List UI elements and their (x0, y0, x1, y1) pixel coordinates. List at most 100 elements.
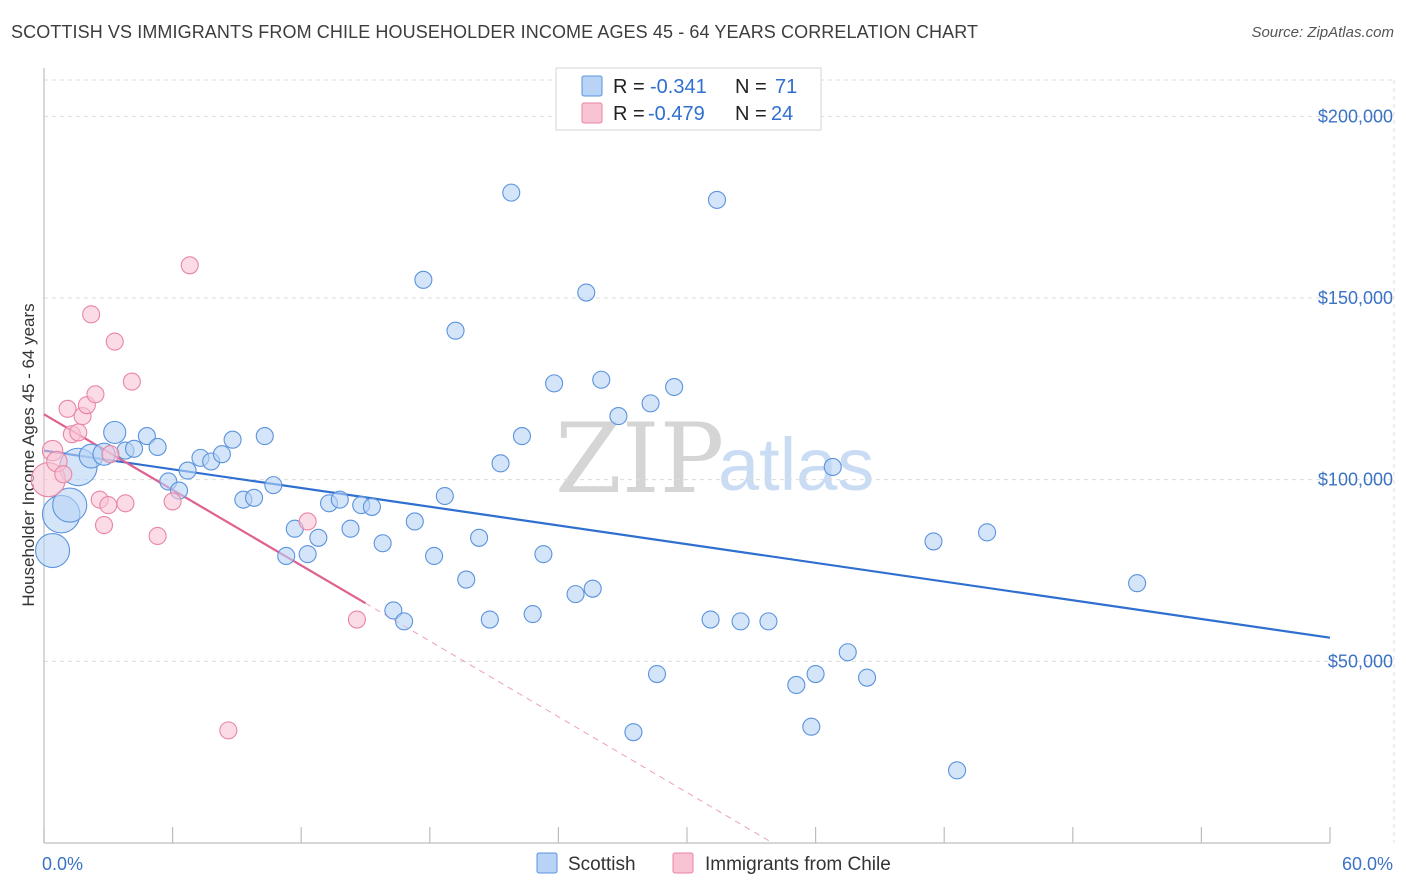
scottish-point-25 (309, 528, 328, 547)
scottish-point-69 (978, 523, 997, 542)
scottish-point-8 (124, 439, 144, 458)
bottom-legend-scottish: Scottish (568, 854, 636, 875)
watermark-zip: ZIP (555, 403, 724, 515)
scottish-point-24 (298, 545, 317, 564)
scottish-trend-line (43, 449, 1331, 639)
source-label: Source: ZipAtlas.com (1251, 24, 1394, 41)
scottish-point-27 (330, 490, 349, 509)
scottish-point-53 (624, 723, 643, 742)
chile-point-9 (82, 305, 101, 324)
scottish-point-9 (137, 427, 156, 446)
scottish-point-34 (405, 512, 424, 531)
scottish-point-37 (435, 486, 454, 506)
scottish-point-50 (583, 579, 602, 598)
y-axis-label: Householder Income Ages 45 - 64 years (19, 303, 38, 606)
chile-point-12 (94, 516, 114, 535)
chile-trend-line (43, 413, 367, 605)
scottish-point-70 (1128, 574, 1147, 593)
chile-point-21 (219, 721, 238, 740)
scottish-point-19 (244, 488, 264, 507)
bottom-legend-chile: Immigrants from Chile (705, 854, 891, 875)
scottish-point-32 (384, 601, 403, 620)
scottish-point-39 (457, 570, 476, 589)
scottish-point-52 (609, 407, 628, 426)
chile-point-18 (148, 526, 167, 546)
scottish-point-66 (857, 668, 877, 687)
scottish-point-64 (823, 457, 842, 477)
y-tick-label-2: $150,000 (1318, 288, 1393, 308)
scottish-point-0 (35, 532, 71, 569)
chile-point-16 (116, 494, 135, 513)
chile-point-14 (101, 445, 120, 464)
chart-title: SCOTTISH VS IMMIGRANTS FROM CHILE HOUSEH… (11, 22, 979, 42)
legend-r-value-scottish: -0.341 (650, 76, 707, 98)
scottish-point-67 (924, 532, 943, 551)
x-tick-label-0: 0.0% (42, 854, 83, 874)
scottish-point-46 (534, 545, 553, 564)
scottish-point-65 (838, 643, 857, 662)
scottish-point-41 (480, 610, 499, 629)
scottish-point-54 (641, 394, 660, 413)
scottish-point-6 (103, 420, 127, 445)
chile-point-3 (54, 465, 73, 484)
x-tick-labels: 0.0% 60.0% (42, 854, 1393, 874)
x-tick-label-1: 60.0% (1342, 854, 1393, 874)
scottish-point-43 (502, 183, 521, 202)
legend-r-label-1: R = (613, 76, 645, 98)
scottish-point-56 (665, 377, 684, 397)
chile-point-10 (86, 385, 105, 404)
data-points (30, 183, 1147, 780)
scottish-point-20 (255, 427, 274, 446)
legend-n-label-2: N = (735, 103, 767, 125)
legend-n-value-chile: 24 (771, 103, 793, 125)
scottish-point-17 (223, 430, 242, 449)
scottish-point-60 (759, 612, 778, 631)
scottish-point-22 (277, 546, 296, 566)
legend-n-value-scottish: 71 (775, 76, 797, 98)
scottish-point-10 (148, 437, 167, 457)
scottish-point-30 (362, 497, 381, 516)
y-tick-label-0: $50,000 (1328, 651, 1393, 671)
scottish-point-21 (264, 476, 283, 495)
scottish-point-31 (373, 534, 392, 553)
scottish-point-45 (523, 605, 542, 624)
scottish-point-36 (425, 546, 444, 566)
bottom-legend-swatch-scottish (536, 852, 558, 874)
scottish-point-51 (592, 370, 611, 389)
scottish-point-61 (787, 675, 806, 695)
scottish-point-33 (395, 612, 414, 631)
scottish-point-47 (545, 374, 564, 393)
scottish-point-58 (707, 190, 727, 209)
scottish-point-57 (701, 610, 720, 629)
scottish-point-40 (470, 528, 489, 547)
scottish-point-28 (341, 519, 360, 538)
scottish-point-38 (446, 321, 465, 340)
chile-point-6 (69, 423, 88, 442)
scottish-point-48 (566, 585, 585, 604)
scottish-point-63 (806, 664, 825, 684)
chile-point-4 (58, 399, 77, 418)
y-tick-labels: $50,000 $100,000 $150,000 $200,000 (1318, 106, 1393, 671)
bottom-legend-swatch-chile (672, 852, 694, 874)
chile-point-22 (298, 512, 317, 531)
y-tick-label-1: $100,000 (1318, 470, 1393, 490)
chile-point-23 (347, 610, 366, 629)
scottish-point-44 (512, 427, 532, 446)
watermark-atlas: atlas (718, 423, 874, 506)
legend-r-value-chile: -0.479 (648, 103, 705, 125)
legend-swatch-chile (581, 102, 603, 124)
scottish-point-68 (948, 761, 967, 780)
bottom-legend: Scottish Immigrants from Chile (536, 852, 891, 875)
chile-point-17 (122, 372, 141, 391)
axes (43, 68, 1331, 844)
scottish-point-55 (647, 664, 667, 684)
scottish-point-2 (52, 487, 88, 523)
chile-point-20 (180, 256, 199, 275)
legend-n-label-1: N = (735, 76, 767, 98)
scottish-point-62 (802, 717, 821, 736)
legend-swatch-scottish (581, 75, 603, 97)
legend-box: R = -0.341 N = 71 R = -0.479 N = 24 (555, 67, 822, 131)
legend-r-label-2: R = (613, 103, 645, 125)
scottish-point-42 (491, 454, 510, 473)
